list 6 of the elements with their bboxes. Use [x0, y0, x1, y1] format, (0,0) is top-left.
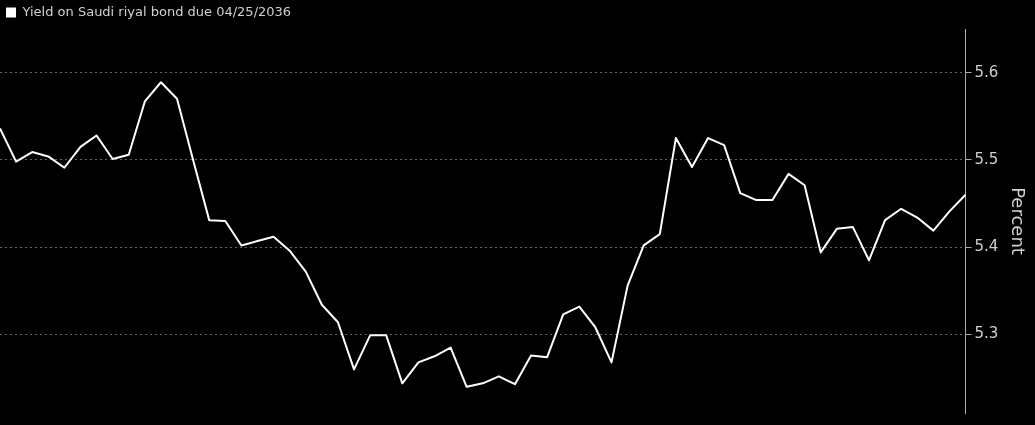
y-tick-label: 5.3: [974, 324, 999, 343]
y-tick-label: 5.4: [974, 237, 999, 256]
y-tick-label: 5.6: [974, 62, 999, 81]
legend-label: Yield on Saudi riyal bond due 04/25/2036: [21, 3, 292, 19]
y-tick-label: 5.5: [974, 149, 999, 168]
y-axis-title: Percent: [1007, 187, 1029, 255]
